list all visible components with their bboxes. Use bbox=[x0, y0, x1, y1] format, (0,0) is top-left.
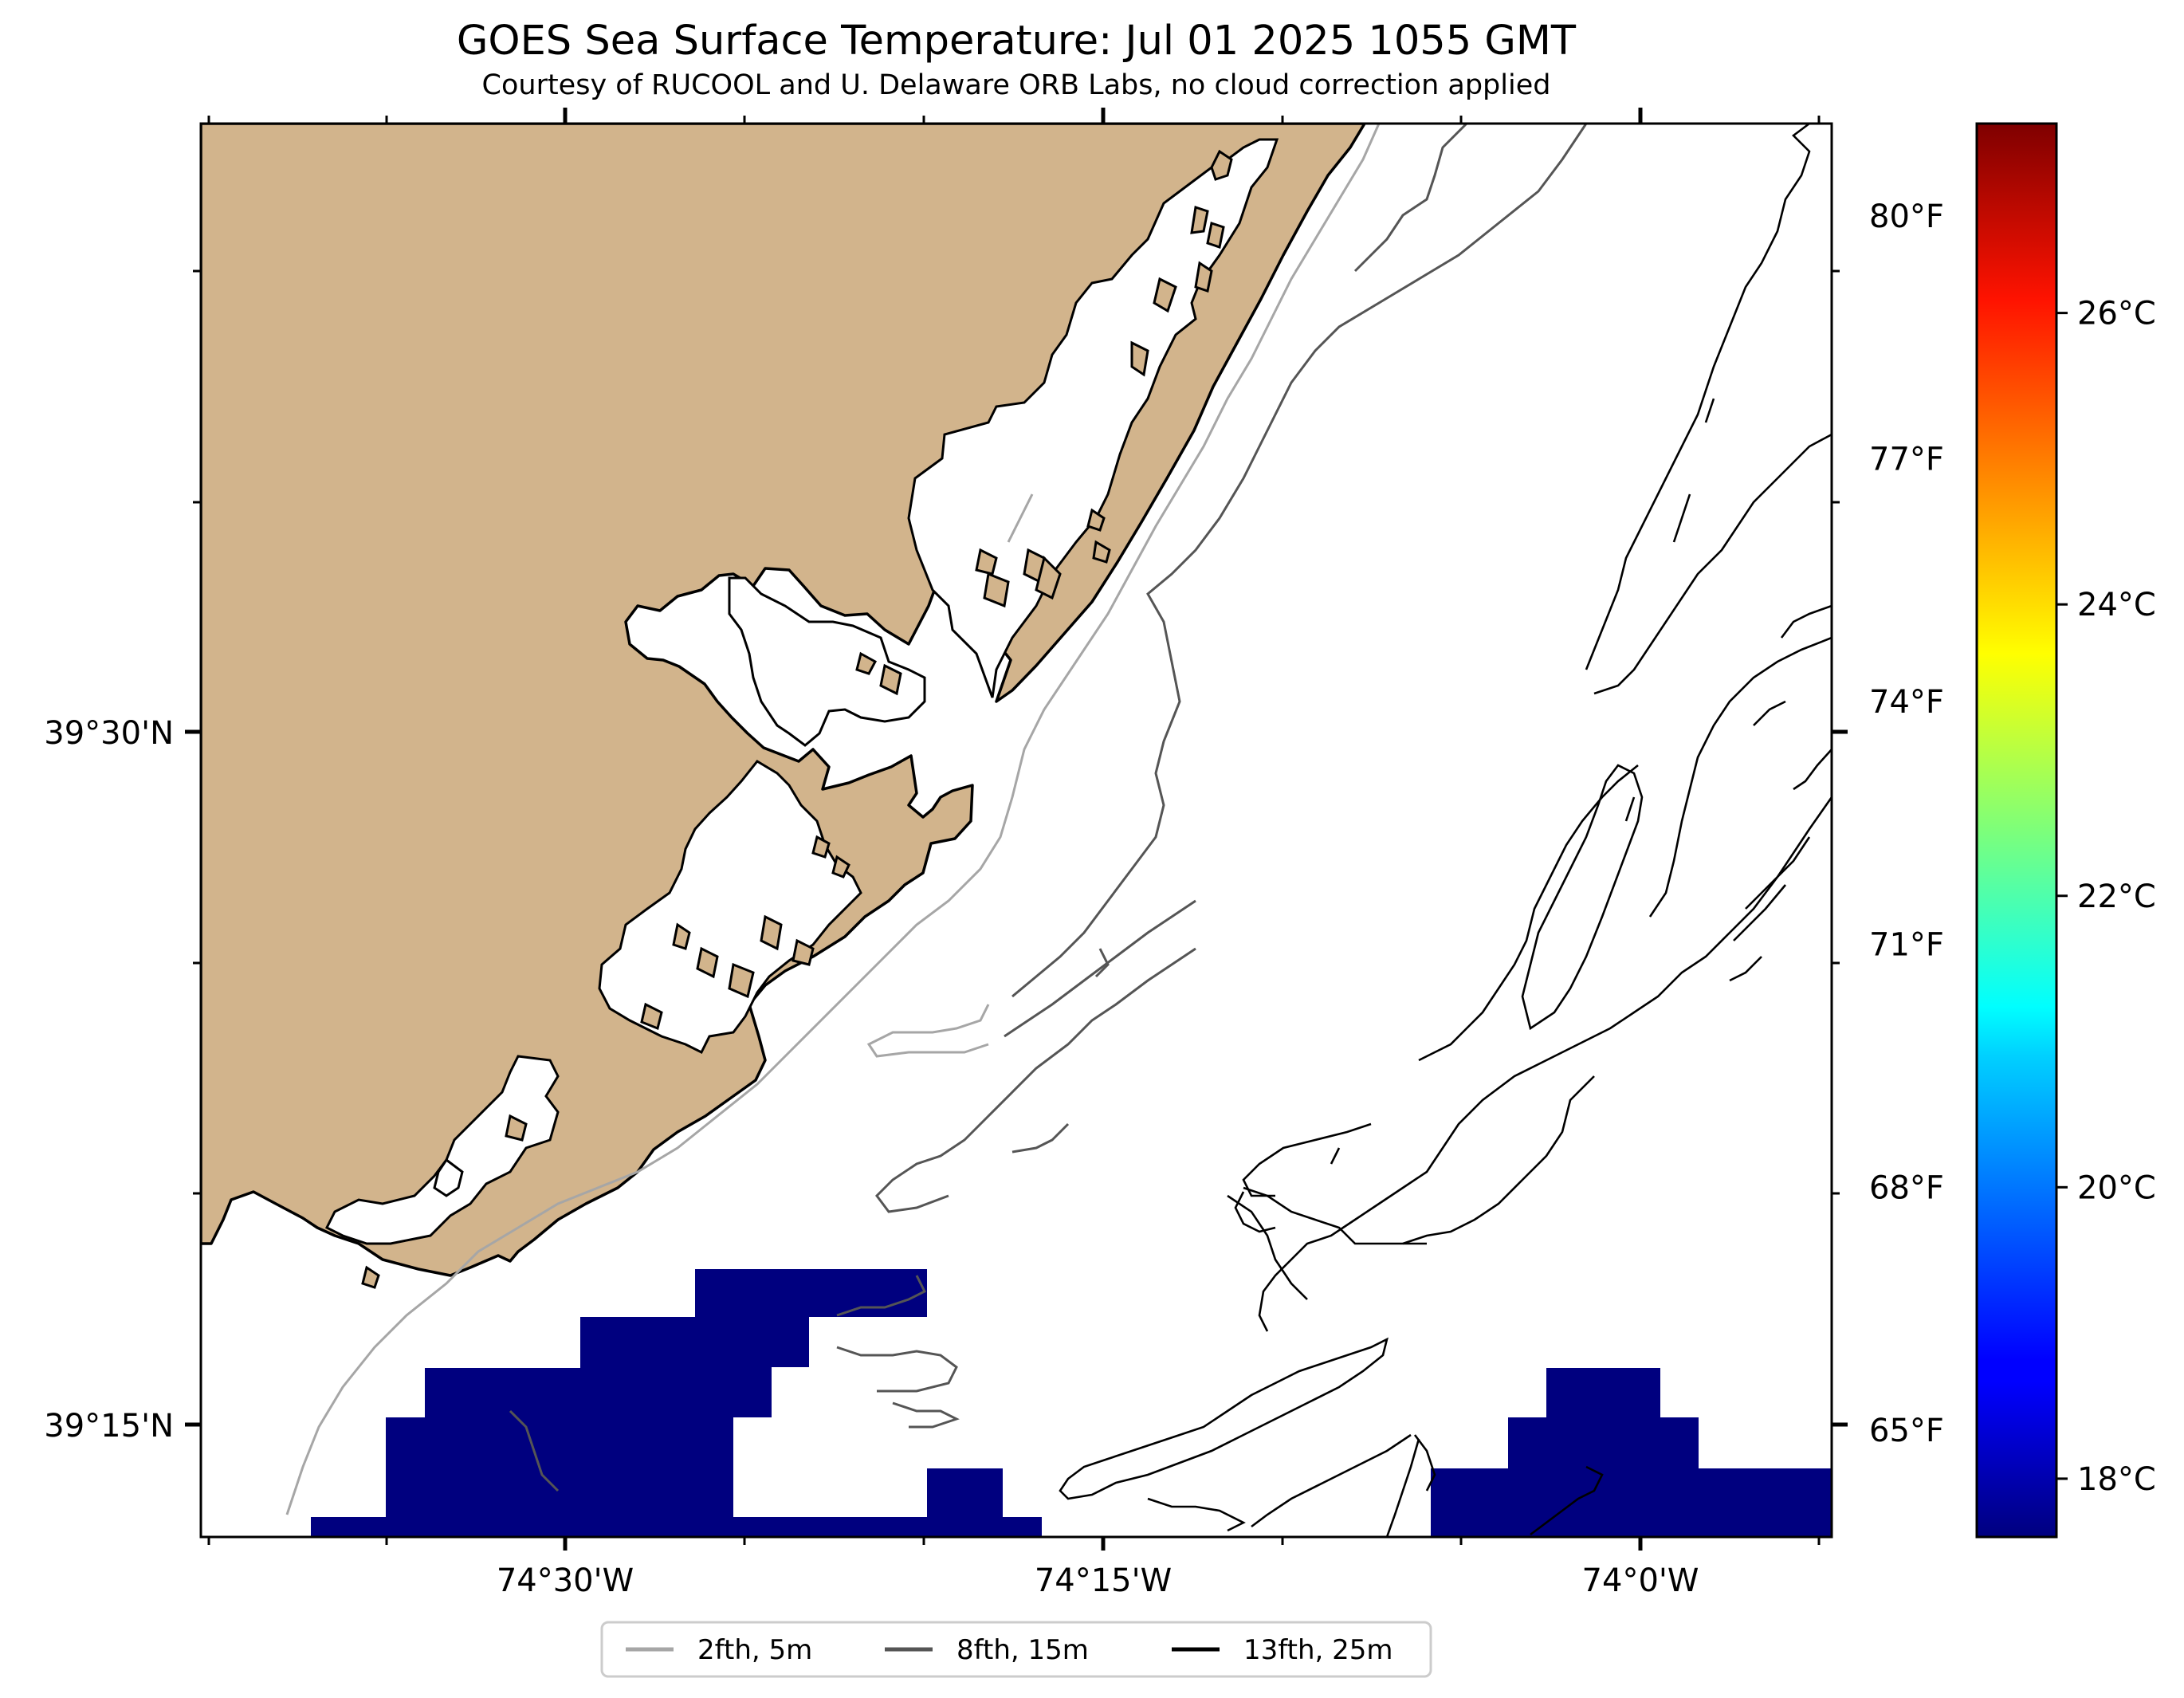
fahrenheit-tick-labels: 65°F 68°F 71°F 74°F 77°F 80°F bbox=[1869, 198, 1944, 1449]
sst-cells bbox=[311, 1269, 1832, 1537]
celsius-ticks: 18°C 20°C 22°C 24°C 26°C bbox=[2056, 296, 2156, 1498]
celsius-tick-label: 20°C bbox=[2077, 1169, 2156, 1206]
celsius-tick-label: 22°C bbox=[2077, 878, 2156, 915]
fahrenheit-tick-label: 80°F bbox=[1869, 198, 1944, 235]
contour-2fth bbox=[285, 124, 1381, 1515]
lon-tick-label: 74°0'W bbox=[1582, 1562, 1699, 1599]
small-islands bbox=[361, 149, 1233, 1289]
map-title: GOES Sea Surface Temperature: Jul 01 202… bbox=[457, 18, 1577, 65]
fahrenheit-tick-label: 65°F bbox=[1869, 1413, 1944, 1449]
bay-southwest bbox=[433, 1158, 464, 1197]
marsh-islands bbox=[324, 138, 1279, 1245]
contour-8fth bbox=[509, 124, 1588, 1492]
contour-13fth bbox=[1059, 124, 1832, 1537]
great-bay bbox=[728, 576, 926, 747]
lon-tick-label: 74°30'W bbox=[497, 1562, 634, 1599]
map-subtitle: Courtesy of RUCOOL and U. Delaware ORB L… bbox=[482, 69, 1551, 101]
fahrenheit-tick-label: 77°F bbox=[1869, 441, 1944, 478]
celsius-tick-label: 18°C bbox=[2077, 1461, 2156, 1498]
axis-ticks bbox=[185, 108, 1848, 1551]
legend-label: 13fth, 25m bbox=[1243, 1634, 1393, 1666]
contour-legend: 2fth, 5m 8fth, 15m 13fth, 25m bbox=[600, 1621, 1432, 1678]
celsius-tick-label: 24°C bbox=[2077, 587, 2156, 623]
colorbar: 18°C 20°C 22°C 24°C 26°C bbox=[1975, 122, 2156, 1539]
lat-tick-label: 39°15'N bbox=[44, 1408, 174, 1444]
lon-tick-label: 74°15'W bbox=[1035, 1562, 1172, 1599]
fahrenheit-tick-label: 74°F bbox=[1869, 684, 1944, 721]
legend-box bbox=[600, 1621, 1432, 1678]
fahrenheit-tick-label: 68°F bbox=[1869, 1169, 1944, 1206]
sst-cells-southeast bbox=[1431, 1368, 1832, 1537]
map-panel bbox=[199, 122, 1833, 1539]
sst-cells-southwest bbox=[311, 1269, 1042, 1537]
legend-label: 8fth, 15m bbox=[956, 1634, 1089, 1666]
map-frame bbox=[199, 122, 1833, 1539]
lat-tick-label: 39°30'N bbox=[44, 715, 174, 752]
lon-tick-labels: 74°30'W 74°15'W 74°0'W bbox=[497, 1562, 1699, 1599]
colorbar-gradient bbox=[1975, 122, 2058, 1539]
lat-tick-labels: 39°30'N 39°15'N bbox=[44, 715, 174, 1444]
fahrenheit-tick-label: 71°F bbox=[1869, 927, 1944, 964]
bay-south bbox=[324, 1055, 560, 1245]
bay-north bbox=[907, 138, 1279, 698]
legend-label: 2fth, 5m bbox=[697, 1634, 812, 1666]
celsius-tick-label: 26°C bbox=[2077, 296, 2156, 332]
